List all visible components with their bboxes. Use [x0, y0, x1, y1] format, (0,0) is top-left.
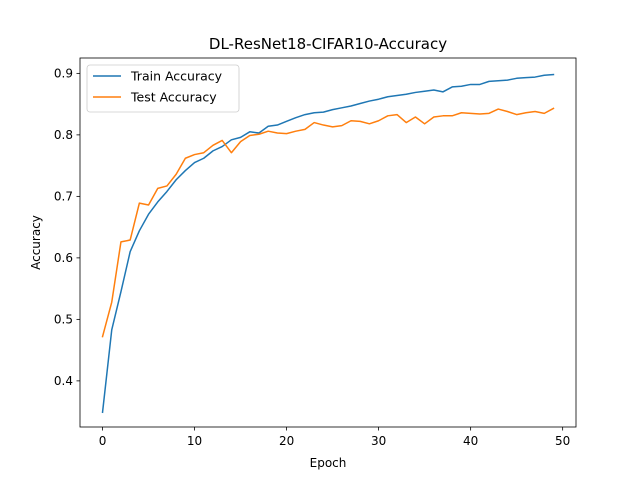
x-tick-label: 40: [463, 434, 478, 448]
x-axis-label: Epoch: [310, 456, 347, 470]
y-axis-ticks: 0.4 0.5 0.6 0.7 0.8 0.9: [54, 67, 80, 388]
axes-frame: [79, 57, 577, 428]
y-tick-label: 0.7: [54, 190, 73, 204]
y-tick-label: 0.9: [54, 67, 73, 81]
y-axis-label: Accuracy: [29, 215, 43, 270]
legend-items: Train Accuracy Test Accuracy: [93, 69, 223, 105]
legend: Train Accuracy Test Accuracy: [86, 64, 240, 113]
x-axis-ticks: 0 10 20 30 40 50: [99, 427, 570, 448]
x-tick-label: 10: [187, 434, 202, 448]
y-tick-label: 0.6: [54, 251, 73, 265]
plot-area: [80, 58, 576, 427]
chart-title: DL-ResNet18-CIFAR10-Accuracy: [209, 35, 447, 53]
x-tick-label: 0: [99, 434, 107, 448]
axes-background: [80, 58, 576, 427]
series-line-test-accuracy: [101, 107, 555, 338]
legend-label: Test Accuracy: [130, 90, 217, 105]
y-tick-label: 0.8: [54, 128, 73, 142]
y-tick-label: 0.4: [54, 374, 73, 388]
y-tick-label: 0.5: [54, 313, 73, 327]
series-layer: [101, 73, 555, 414]
legend-label: Train Accuracy: [130, 69, 223, 84]
x-tick-label: 30: [371, 434, 386, 448]
x-tick-label: 20: [279, 434, 294, 448]
legend-box: [86, 64, 240, 113]
series-line-train-accuracy: [101, 73, 555, 414]
x-tick-label: 50: [555, 434, 570, 448]
